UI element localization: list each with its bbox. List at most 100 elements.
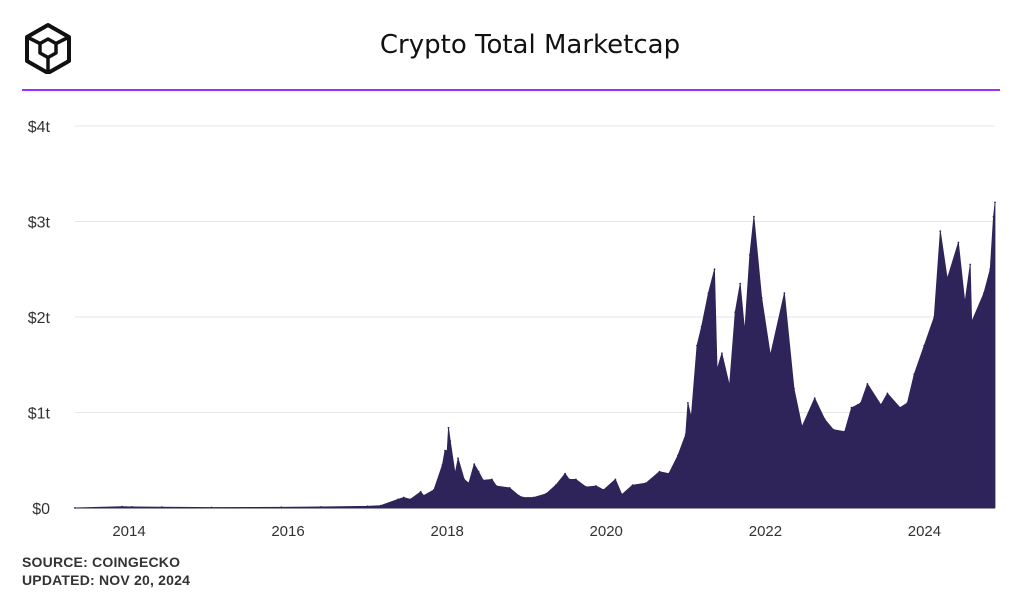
data-point	[859, 402, 862, 404]
y-tick-label: $2t	[28, 310, 51, 327]
data-point	[769, 354, 772, 357]
series-area-0	[74, 202, 996, 509]
y-tick-label: $1t	[28, 406, 51, 423]
x-tick-label: 2016	[271, 523, 304, 540]
data-point	[508, 487, 511, 489]
data-point	[696, 344, 698, 347]
data-point	[743, 330, 746, 333]
data-point	[734, 311, 737, 314]
title-divider	[22, 89, 1000, 91]
data-point	[379, 504, 382, 507]
data-point	[783, 292, 786, 294]
data-point	[441, 464, 444, 466]
source-note: SOURCE: COINGECKO	[22, 554, 181, 570]
data-point	[832, 428, 835, 431]
data-point	[74, 507, 76, 509]
data-point	[707, 292, 710, 294]
data-point	[575, 478, 577, 481]
data-point	[850, 406, 853, 409]
data-point	[748, 254, 751, 256]
data-point	[121, 505, 123, 508]
data-point	[760, 297, 763, 299]
data-point	[856, 404, 859, 406]
data-point	[994, 201, 996, 204]
data-point	[491, 478, 493, 481]
x-tick-label: 2022	[749, 523, 782, 540]
data-point	[801, 425, 803, 428]
data-point	[957, 241, 960, 244]
data-point	[280, 506, 283, 509]
area-series	[74, 201, 996, 509]
data-point	[677, 454, 679, 457]
data-point	[473, 463, 476, 465]
data-point	[923, 344, 926, 347]
data-point	[684, 433, 687, 436]
data-point	[477, 470, 480, 473]
x-tick-label: 2024	[908, 523, 941, 540]
data-point	[517, 494, 520, 497]
data-point	[422, 494, 425, 497]
data-point	[739, 282, 742, 285]
y-axis-ticks: $0 $1t $2t $3t $4t	[28, 119, 51, 518]
data-point	[522, 496, 524, 499]
data-point	[866, 383, 869, 385]
data-point	[668, 472, 670, 475]
data-point	[366, 505, 369, 508]
data-point	[602, 489, 605, 491]
data-point	[433, 489, 435, 491]
data-point	[532, 496, 535, 499]
data-point	[793, 387, 795, 390]
data-point	[886, 392, 889, 395]
data-point	[969, 263, 972, 266]
data-point	[964, 301, 966, 304]
data-point	[713, 268, 716, 271]
data-point	[419, 490, 422, 493]
data-point	[631, 484, 634, 486]
data-point	[983, 292, 985, 294]
data-point	[933, 316, 936, 318]
data-point	[753, 215, 755, 218]
data-point	[320, 506, 322, 508]
updated-note: UPDATED: NOV 20, 2024	[22, 572, 191, 588]
data-point	[131, 506, 134, 508]
chart-title: Crypto Total Marketcap	[379, 30, 681, 60]
data-point	[813, 397, 816, 400]
y-tick-label: $0	[32, 501, 50, 518]
data-point	[444, 449, 446, 452]
data-point	[447, 426, 450, 429]
y-tick-label: $4t	[28, 119, 51, 136]
data-point	[545, 492, 548, 495]
data-point	[402, 496, 405, 499]
data-point	[992, 215, 995, 218]
data-point	[454, 472, 456, 475]
data-point	[595, 485, 597, 487]
x-axis-ticks: 2014 2016 2018 2020 2022 2024	[112, 523, 941, 540]
data-point	[939, 230, 942, 233]
data-point	[409, 498, 412, 501]
x-tick-label: 2018	[431, 523, 464, 540]
x-tick-label: 2020	[590, 523, 623, 540]
data-point	[495, 485, 498, 487]
data-point	[457, 457, 459, 460]
data-point	[446, 449, 449, 452]
data-point	[564, 472, 566, 475]
data-point	[687, 402, 689, 404]
data-point	[906, 402, 909, 404]
data-point	[210, 506, 213, 509]
data-point	[728, 384, 731, 387]
data-point	[658, 470, 661, 473]
data-point	[463, 478, 466, 481]
data-point	[716, 368, 718, 371]
data-point	[880, 404, 882, 406]
data-point	[555, 484, 557, 486]
data-point	[568, 478, 571, 481]
data-point	[585, 486, 587, 488]
y-tick-label: $3t	[28, 215, 51, 232]
data-point	[843, 430, 846, 433]
data-point	[721, 352, 723, 355]
data-point	[823, 418, 826, 421]
data-point	[690, 416, 693, 419]
data-point	[970, 320, 973, 323]
data-point	[614, 478, 617, 481]
